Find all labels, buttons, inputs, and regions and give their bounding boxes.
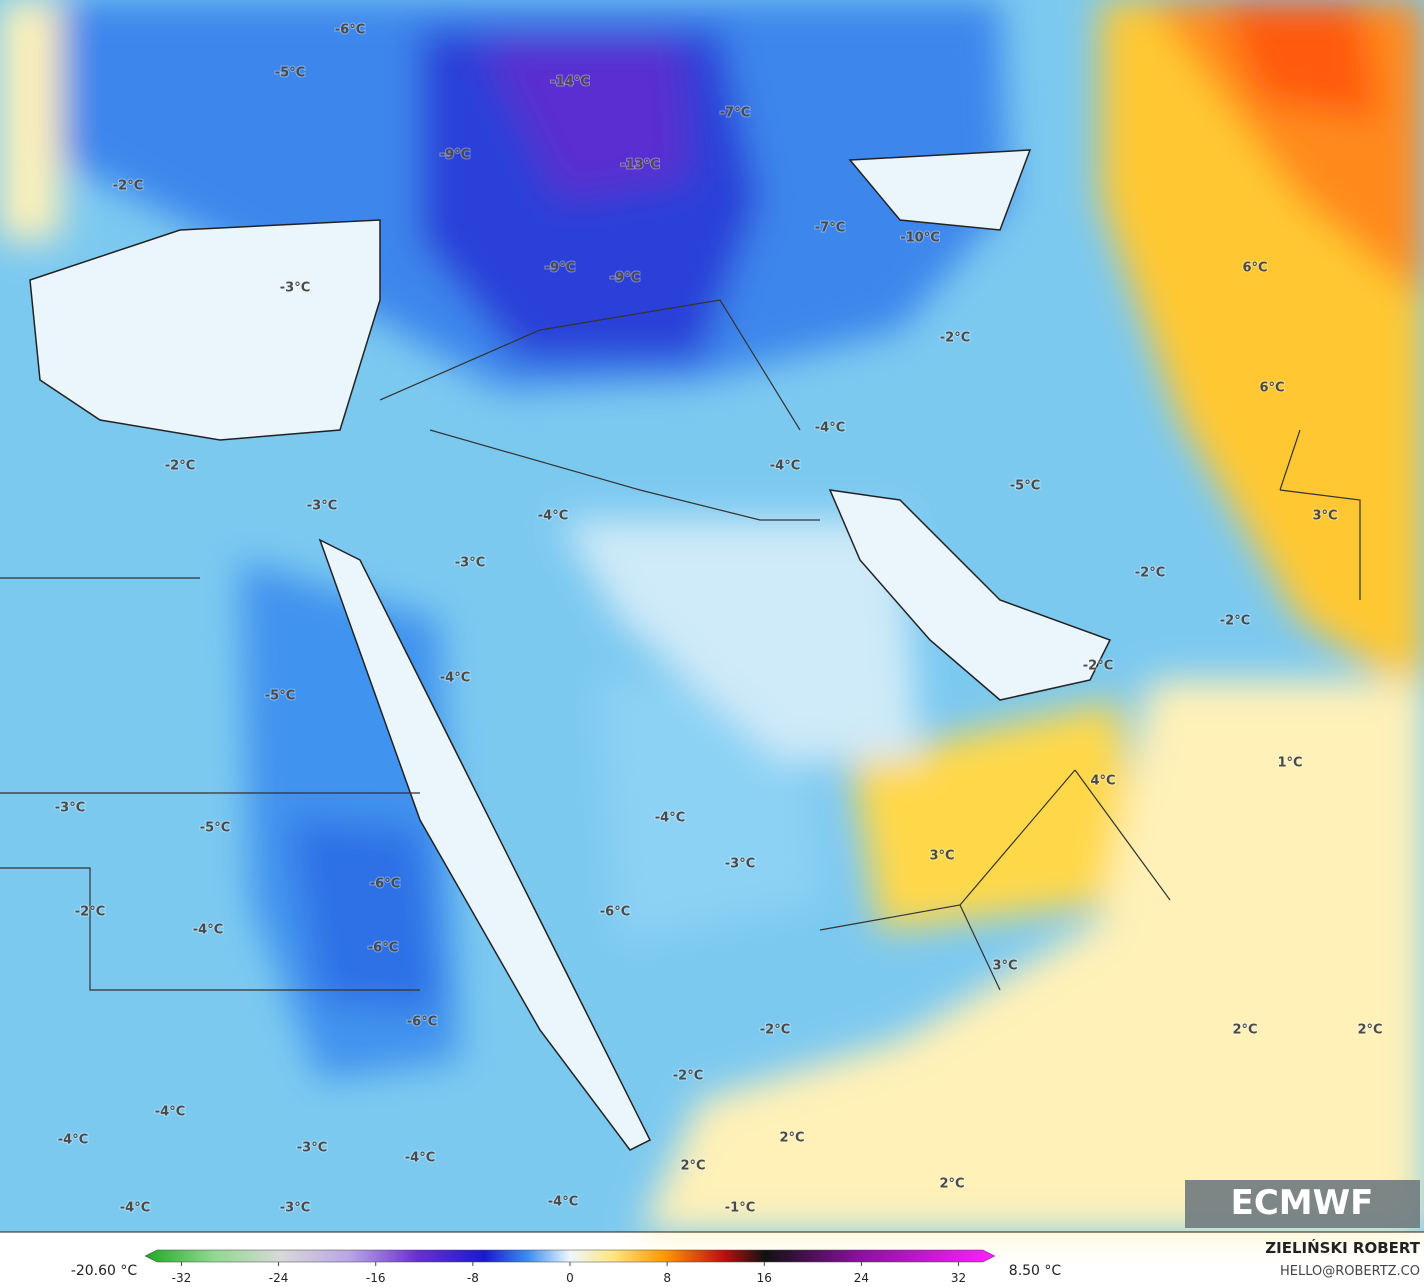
temperature-label: -7°C xyxy=(720,106,750,121)
temperature-label: -4°C xyxy=(120,1201,150,1216)
temperature-label: 2°C xyxy=(1357,1023,1382,1038)
temperature-label: -6°C xyxy=(600,905,630,920)
temperature-label: -2°C xyxy=(760,1023,790,1038)
temperature-label: -2°C xyxy=(1220,614,1250,629)
colorbar-tick-label: 24 xyxy=(854,1271,869,1285)
temperature-label: 2°C xyxy=(939,1177,964,1192)
map: -6°C -5°C -14°C -7°C -9°C -13°C -2°C -7°C -10°C -… xyxy=(0,0,1424,1232)
temperature-label: -13°C xyxy=(620,158,660,173)
temperature-label: -2°C xyxy=(1083,659,1113,674)
colorbar-tick-label: 0 xyxy=(566,1271,574,1285)
temperature-label: -7°C xyxy=(815,221,845,236)
max-label: 8.50 °C xyxy=(1009,1263,1062,1279)
temperature-label: -4°C xyxy=(155,1105,185,1120)
credit-author: ZIELIŃSKI ROBERT xyxy=(1265,1238,1420,1257)
temperature-label: -6°C xyxy=(407,1015,437,1030)
temperature-label: 2°C xyxy=(680,1159,705,1174)
temperature-label: 4°C xyxy=(1090,774,1115,789)
temperature-label: -4°C xyxy=(405,1151,435,1166)
logo: ECMWF xyxy=(1231,1183,1374,1223)
temperature-label: -2°C xyxy=(113,179,143,194)
temperature-label: 3°C xyxy=(929,849,954,864)
temperature-label: -3°C xyxy=(455,556,485,571)
temperature-label: -1°C xyxy=(725,1201,755,1216)
map-labels: -6°C -5°C -14°C -7°C -9°C -13°C -2°C -7°C -10°C -… xyxy=(54,22,1384,1217)
colorbar-tick-label: -24 xyxy=(269,1271,289,1285)
colorbar-tick-label: -16 xyxy=(366,1271,386,1285)
temperature-label: -6°C xyxy=(335,23,365,38)
temperature-label: -3°C xyxy=(725,857,755,872)
temperature-label: -4°C xyxy=(770,459,800,474)
temperature-label: -14°C xyxy=(550,75,590,90)
colorbar-tick-label: -32 xyxy=(172,1271,192,1285)
temperature-label: -10°C xyxy=(900,231,940,246)
temperature-label: -4°C xyxy=(655,811,685,826)
min-label: -20.60 °C xyxy=(71,1263,138,1279)
temperature-label: -4°C xyxy=(58,1133,88,1148)
colorbar-tick-label: -8 xyxy=(467,1271,479,1285)
seas xyxy=(29,149,1112,1151)
temperature-label: -6°C xyxy=(368,941,398,956)
temperature-label: -4°C xyxy=(193,923,223,938)
temperature-label: 6°C xyxy=(1259,381,1284,396)
temperature-label: 3°C xyxy=(1312,509,1337,524)
temperature-label: -3°C xyxy=(280,1201,310,1216)
temperature-label: -5°C xyxy=(265,689,295,704)
colorbar-scale xyxy=(144,1249,996,1263)
temperature-label: -4°C xyxy=(440,671,470,686)
temperature-label: -4°C xyxy=(538,509,568,524)
temperature-label: -5°C xyxy=(1010,479,1040,494)
temperature-label: -3°C xyxy=(297,1141,327,1156)
temperature-label: -4°C xyxy=(548,1195,578,1210)
temperature-label: 6°C xyxy=(1242,261,1267,276)
temperature-label: -3°C xyxy=(307,499,337,514)
temperature-label: -3°C xyxy=(280,281,310,296)
colorbar-tick-label: 32 xyxy=(951,1271,966,1285)
temperature-label: -2°C xyxy=(673,1069,703,1084)
temperature-label: 3°C xyxy=(992,959,1017,974)
temperature-label: 2°C xyxy=(779,1131,804,1146)
temperature-label: -6°C xyxy=(370,877,400,892)
temperature-label: -3°C xyxy=(55,801,85,816)
borders xyxy=(0,299,1361,991)
temperature-label: -5°C xyxy=(200,821,230,836)
temperature-label: -2°C xyxy=(75,905,105,920)
temperature-label: -9°C xyxy=(610,271,640,286)
credit-contact: HELLO@ROBERTZ.CO xyxy=(1280,1264,1420,1279)
logo-box xyxy=(1185,1180,1420,1228)
temperature-label: -9°C xyxy=(440,148,470,163)
temperature-label: -9°C xyxy=(545,261,575,276)
temperature-label: -5°C xyxy=(275,66,305,81)
temperature-label: -2°C xyxy=(165,459,195,474)
temperature-field xyxy=(0,0,1424,1232)
temperature-label: 1°C xyxy=(1277,756,1302,771)
colorbar-tick-label: 16 xyxy=(757,1271,772,1285)
temperature-label: -4°C xyxy=(815,421,845,436)
temperature-label: -2°C xyxy=(940,331,970,346)
colorbar-tick-label: 8 xyxy=(663,1271,671,1285)
colorbar: -20.60 °C 8.50 °C -32 -24 -16 -8 0 8 16 24 32 xyxy=(71,1249,1062,1285)
temperature-label: 2°C xyxy=(1232,1023,1257,1038)
temperature-label: -2°C xyxy=(1135,566,1165,581)
